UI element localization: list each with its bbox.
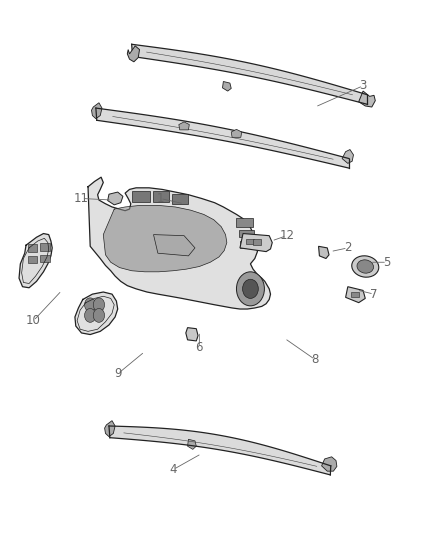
Circle shape	[243, 279, 258, 298]
Bar	[152, 191, 169, 201]
Polygon shape	[105, 421, 115, 437]
Text: 11: 11	[74, 192, 89, 205]
Polygon shape	[346, 287, 365, 303]
Text: 4: 4	[170, 463, 177, 476]
Text: 12: 12	[279, 229, 294, 242]
Text: 3: 3	[360, 79, 367, 92]
Bar	[40, 255, 49, 262]
Polygon shape	[88, 177, 271, 309]
Polygon shape	[240, 233, 272, 252]
Polygon shape	[153, 235, 195, 256]
Polygon shape	[187, 439, 196, 449]
Polygon shape	[109, 426, 331, 475]
Bar	[237, 218, 253, 227]
Ellipse shape	[357, 260, 374, 273]
Bar	[28, 256, 37, 263]
Circle shape	[85, 309, 96, 322]
Text: 10: 10	[26, 314, 41, 327]
Bar	[172, 194, 188, 204]
Circle shape	[237, 272, 265, 306]
Bar	[253, 239, 261, 245]
Circle shape	[93, 309, 105, 322]
Polygon shape	[359, 91, 375, 107]
Polygon shape	[342, 150, 353, 164]
Bar	[240, 241, 253, 248]
Text: 6: 6	[196, 341, 203, 354]
Circle shape	[85, 298, 96, 312]
Bar	[132, 191, 150, 201]
Bar	[246, 239, 254, 244]
Bar	[239, 230, 254, 237]
Bar	[40, 243, 49, 251]
Bar	[28, 244, 37, 252]
Polygon shape	[132, 44, 367, 104]
Circle shape	[93, 298, 105, 312]
Text: 8: 8	[311, 353, 319, 366]
Polygon shape	[75, 292, 118, 335]
Text: 9: 9	[114, 367, 121, 381]
Polygon shape	[103, 205, 227, 272]
Polygon shape	[92, 103, 102, 119]
Polygon shape	[19, 233, 52, 288]
Polygon shape	[318, 246, 329, 259]
Text: 2: 2	[344, 241, 352, 254]
Polygon shape	[231, 130, 242, 138]
Polygon shape	[127, 46, 140, 62]
Bar	[351, 292, 359, 297]
Polygon shape	[96, 108, 349, 168]
Polygon shape	[179, 122, 189, 130]
Polygon shape	[223, 82, 231, 91]
Text: 1: 1	[156, 192, 164, 205]
Polygon shape	[108, 192, 123, 205]
Polygon shape	[321, 457, 337, 471]
Text: 7: 7	[370, 288, 378, 301]
Polygon shape	[186, 328, 198, 341]
Ellipse shape	[352, 256, 379, 277]
Text: 5: 5	[383, 256, 391, 269]
